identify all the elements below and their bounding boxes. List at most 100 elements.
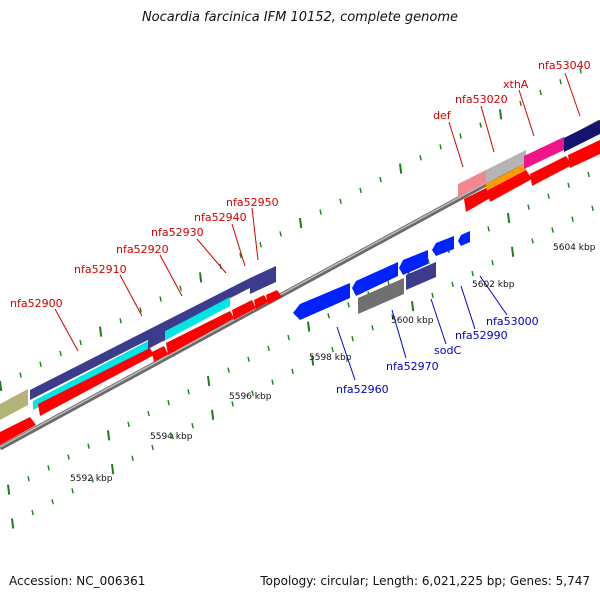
leader-line (159, 254, 183, 297)
gene-label-nfa52970[interactable]: nfa52970 (386, 360, 439, 373)
cds-red-4[interactable] (232, 300, 256, 320)
tick-mark (127, 421, 130, 428)
tick-mark (479, 122, 482, 128)
gene-label-nfa52990[interactable]: nfa52990 (455, 329, 508, 342)
gene-label-nfa52960[interactable]: nfa52960 (336, 383, 389, 396)
tick-mark (287, 334, 290, 341)
tick-mark (491, 260, 494, 266)
tick-mark (351, 336, 354, 342)
gene-nfa52960-block[interactable] (293, 283, 350, 320)
cds-red-9[interactable] (530, 156, 572, 186)
tick-mark (331, 346, 334, 353)
tick-mark (451, 281, 454, 288)
gene-label-nfa52900[interactable]: nfa52900 (10, 297, 63, 310)
cds-red-0[interactable] (0, 417, 36, 445)
tick-mark (547, 193, 550, 199)
tick-mark (119, 318, 122, 324)
gene-label-nfa52940[interactable]: nfa52940 (194, 211, 247, 224)
cds-red-7[interactable] (464, 188, 492, 212)
cds-red-10[interactable] (568, 140, 600, 168)
tick-mark (439, 144, 442, 150)
cds-red-2[interactable] (152, 346, 168, 362)
tick-mark (191, 423, 194, 429)
gene-label-nfa52920[interactable]: nfa52920 (116, 243, 169, 256)
tick-mark (299, 217, 303, 229)
tick-mark (587, 171, 590, 178)
tick-mark (347, 302, 350, 308)
gene-nfa53020-orange[interactable] (486, 163, 526, 191)
cds-red-1[interactable] (38, 348, 154, 416)
gene-nfa53020-block[interactable] (486, 150, 526, 183)
gene-label-nfa52910[interactable]: nfa52910 (74, 263, 127, 276)
gene-nfa53040-block[interactable] (564, 120, 600, 152)
tick-mark (531, 238, 534, 244)
tick-mark (527, 204, 530, 210)
scale-labels: 5592 kbp 5594 kbp 5596 kbp 5598 kbp 5600… (70, 243, 596, 484)
tick-mark (267, 345, 270, 352)
tick-mark (151, 444, 154, 451)
gene-nfa52970-block[interactable] (352, 262, 398, 296)
forward-gene-labels: nfa52900 nfa52910 nfa52920 nfa52930 nfa5… (10, 59, 591, 310)
gene-nfa52990-block[interactable] (432, 236, 454, 256)
gene-nfa52920-block[interactable] (162, 297, 230, 342)
tick-mark (99, 326, 103, 337)
tick-mark (471, 270, 474, 277)
cds-red-6[interactable] (266, 290, 282, 304)
tick-mark (31, 509, 34, 516)
cds-red-8[interactable] (488, 170, 532, 202)
gene-label-def[interactable]: def (433, 109, 452, 122)
reverse-track (293, 231, 470, 320)
gene-xthA-block[interactable] (524, 137, 564, 169)
scale-label-5600: 5600 kbp (391, 316, 434, 326)
gene-block-olive[interactable] (0, 389, 28, 420)
gene-label-nfa52930[interactable]: nfa52930 (151, 226, 204, 239)
tick-mark (11, 518, 15, 529)
gene-sodC-block[interactable] (399, 250, 428, 275)
cds-red-3[interactable] (166, 311, 234, 355)
gene-nfa52900-block[interactable] (30, 278, 250, 400)
gene-label-nfa52950[interactable]: nfa52950 (226, 196, 279, 209)
tick-mark (179, 285, 182, 291)
tick-mark (419, 155, 422, 161)
gene-def-block[interactable] (458, 170, 486, 197)
tick-mark (291, 368, 294, 375)
tick-mark (91, 477, 94, 483)
cds-red-5[interactable] (254, 295, 268, 309)
tick-mark (319, 209, 322, 215)
tick-mark (539, 89, 542, 96)
tick-mark (79, 339, 82, 346)
gene-nfa52930-block[interactable] (148, 329, 165, 349)
gene-sodC-dark[interactable] (406, 262, 436, 290)
tick-mark (47, 465, 50, 471)
tick-row-near (11, 205, 594, 529)
tick-mark (339, 198, 342, 204)
tick-mark (271, 379, 274, 385)
gene-label-xthA[interactable]: xthA (503, 78, 529, 91)
gene-label-nfa53040[interactable]: nfa53040 (538, 59, 591, 72)
tick-mark (227, 367, 230, 373)
gene-nfa52950-block[interactable] (250, 266, 276, 294)
tick-mark (431, 292, 434, 298)
tick-mark (239, 252, 242, 259)
gene-label-nfa53000[interactable]: nfa53000 (486, 315, 539, 328)
gene-nfa52970-gray[interactable] (358, 278, 404, 314)
tick-mark (207, 375, 211, 387)
gene-label-sodC[interactable]: sodC (434, 344, 461, 357)
reverse-gene-labels: nfa52960 nfa52970 sodC nfa52990 nfa53000 (336, 315, 539, 396)
gene-nfa53000-block[interactable] (458, 231, 470, 246)
tick-mark (279, 231, 282, 237)
tick-mark (131, 455, 134, 461)
scale-label-5596: 5596 kbp (229, 392, 272, 402)
leader-line (196, 238, 227, 274)
tick-mark (111, 464, 115, 475)
leader-line (460, 285, 476, 330)
page-title: Nocardia farcinica IFM 10152, complete g… (141, 10, 459, 25)
tick-mark (551, 227, 554, 233)
forward-cds-track (0, 140, 600, 445)
tick-mark (311, 355, 315, 366)
tick-mark (139, 307, 142, 313)
tick-mark (327, 313, 330, 319)
tick-mark (247, 356, 250, 362)
gene-label-nfa53020[interactable]: nfa53020 (455, 93, 508, 106)
